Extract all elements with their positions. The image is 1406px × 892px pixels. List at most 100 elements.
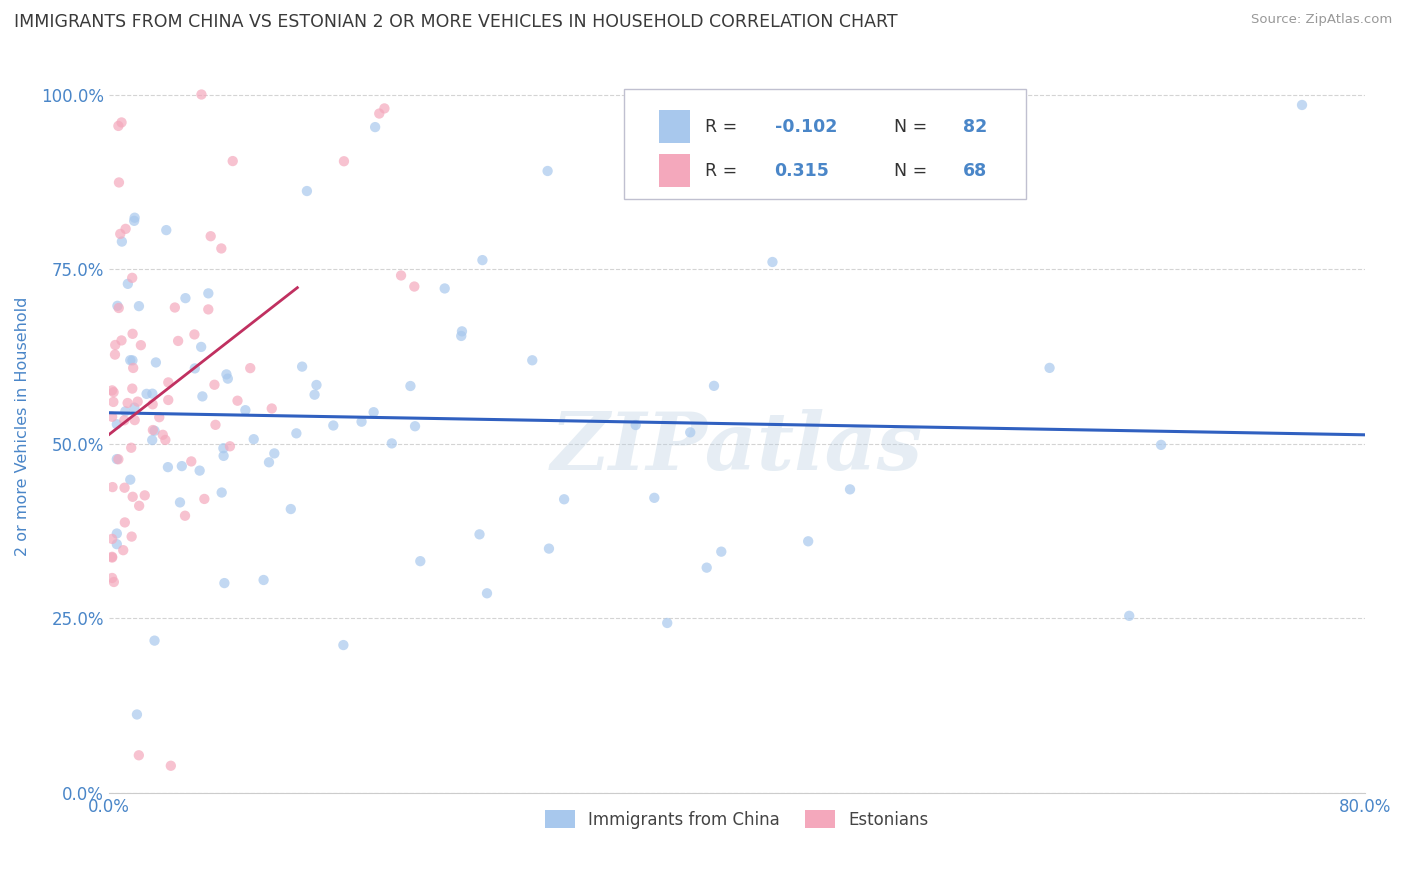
Point [128, 299, 150, 313]
Point [657, 615, 679, 630]
Text: N =: N = [894, 161, 932, 179]
Text: -0.102: -0.102 [775, 118, 837, 136]
Point [174, 291, 197, 305]
Point [169, 495, 191, 509]
Point [537, 541, 560, 556]
Point [103, 574, 125, 589]
Point [212, 441, 235, 455]
Point [280, 502, 302, 516]
Point [257, 455, 280, 469]
Point [364, 120, 387, 134]
Point [104, 338, 127, 352]
Point [143, 424, 166, 438]
Point [409, 554, 432, 568]
Point [703, 379, 725, 393]
Point [204, 417, 226, 432]
Point [1118, 608, 1140, 623]
Point [157, 376, 180, 390]
Point [710, 544, 733, 558]
Point [180, 454, 202, 468]
Point [121, 326, 143, 341]
Point [761, 255, 783, 269]
Point [107, 119, 129, 133]
Point [197, 302, 219, 317]
Point [156, 460, 179, 475]
Point [141, 433, 163, 447]
Point [209, 242, 232, 256]
Point [112, 543, 135, 558]
Point [117, 396, 139, 410]
Point [167, 334, 190, 348]
Point [110, 115, 132, 129]
Point [291, 359, 314, 374]
Point [134, 488, 156, 502]
Point [200, 229, 222, 244]
Point [797, 534, 820, 549]
Point [104, 348, 127, 362]
Point [235, 403, 257, 417]
Point [553, 492, 575, 507]
Text: 0.315: 0.315 [775, 161, 830, 179]
Point [222, 154, 245, 169]
Point [389, 268, 412, 283]
Point [114, 516, 136, 530]
Point [368, 106, 391, 120]
Point [211, 485, 233, 500]
Text: 68: 68 [963, 161, 987, 179]
Point [122, 361, 145, 376]
Point [679, 425, 702, 440]
Point [242, 432, 264, 446]
Point [105, 526, 128, 541]
Point [148, 410, 170, 425]
Point [696, 560, 718, 574]
Point [114, 222, 136, 236]
Point [101, 409, 124, 424]
Point [204, 377, 226, 392]
Point [124, 401, 146, 415]
Point [107, 452, 129, 467]
Point [304, 387, 326, 401]
Point [433, 281, 456, 295]
Point [114, 481, 136, 495]
Point [252, 573, 274, 587]
Point [155, 433, 177, 447]
Point [1291, 98, 1313, 112]
Point [219, 439, 242, 453]
Point [373, 102, 395, 116]
Point [129, 338, 152, 352]
Point [190, 87, 212, 102]
Point [536, 164, 558, 178]
Point [184, 361, 207, 376]
Text: R =: R = [706, 161, 744, 179]
Point [522, 353, 544, 368]
Point [197, 286, 219, 301]
Point [451, 324, 474, 338]
Point [1038, 360, 1060, 375]
Point [101, 480, 124, 494]
Point [152, 427, 174, 442]
Point [128, 748, 150, 763]
Point [142, 397, 165, 411]
Point [322, 418, 344, 433]
Point [143, 633, 166, 648]
Point [114, 404, 136, 418]
Point [212, 449, 235, 463]
Point [404, 279, 426, 293]
Point [475, 586, 498, 600]
Text: 82: 82 [963, 118, 987, 136]
Point [121, 490, 143, 504]
Point [191, 389, 214, 403]
Point [120, 441, 142, 455]
Point [285, 426, 308, 441]
Point [141, 386, 163, 401]
Point [110, 227, 132, 241]
FancyBboxPatch shape [659, 110, 690, 143]
Point [121, 270, 143, 285]
Point [263, 446, 285, 460]
Point [839, 483, 862, 497]
Point [450, 329, 472, 343]
Point [163, 301, 186, 315]
Point [105, 537, 128, 551]
Point [404, 419, 426, 434]
Point [363, 405, 385, 419]
